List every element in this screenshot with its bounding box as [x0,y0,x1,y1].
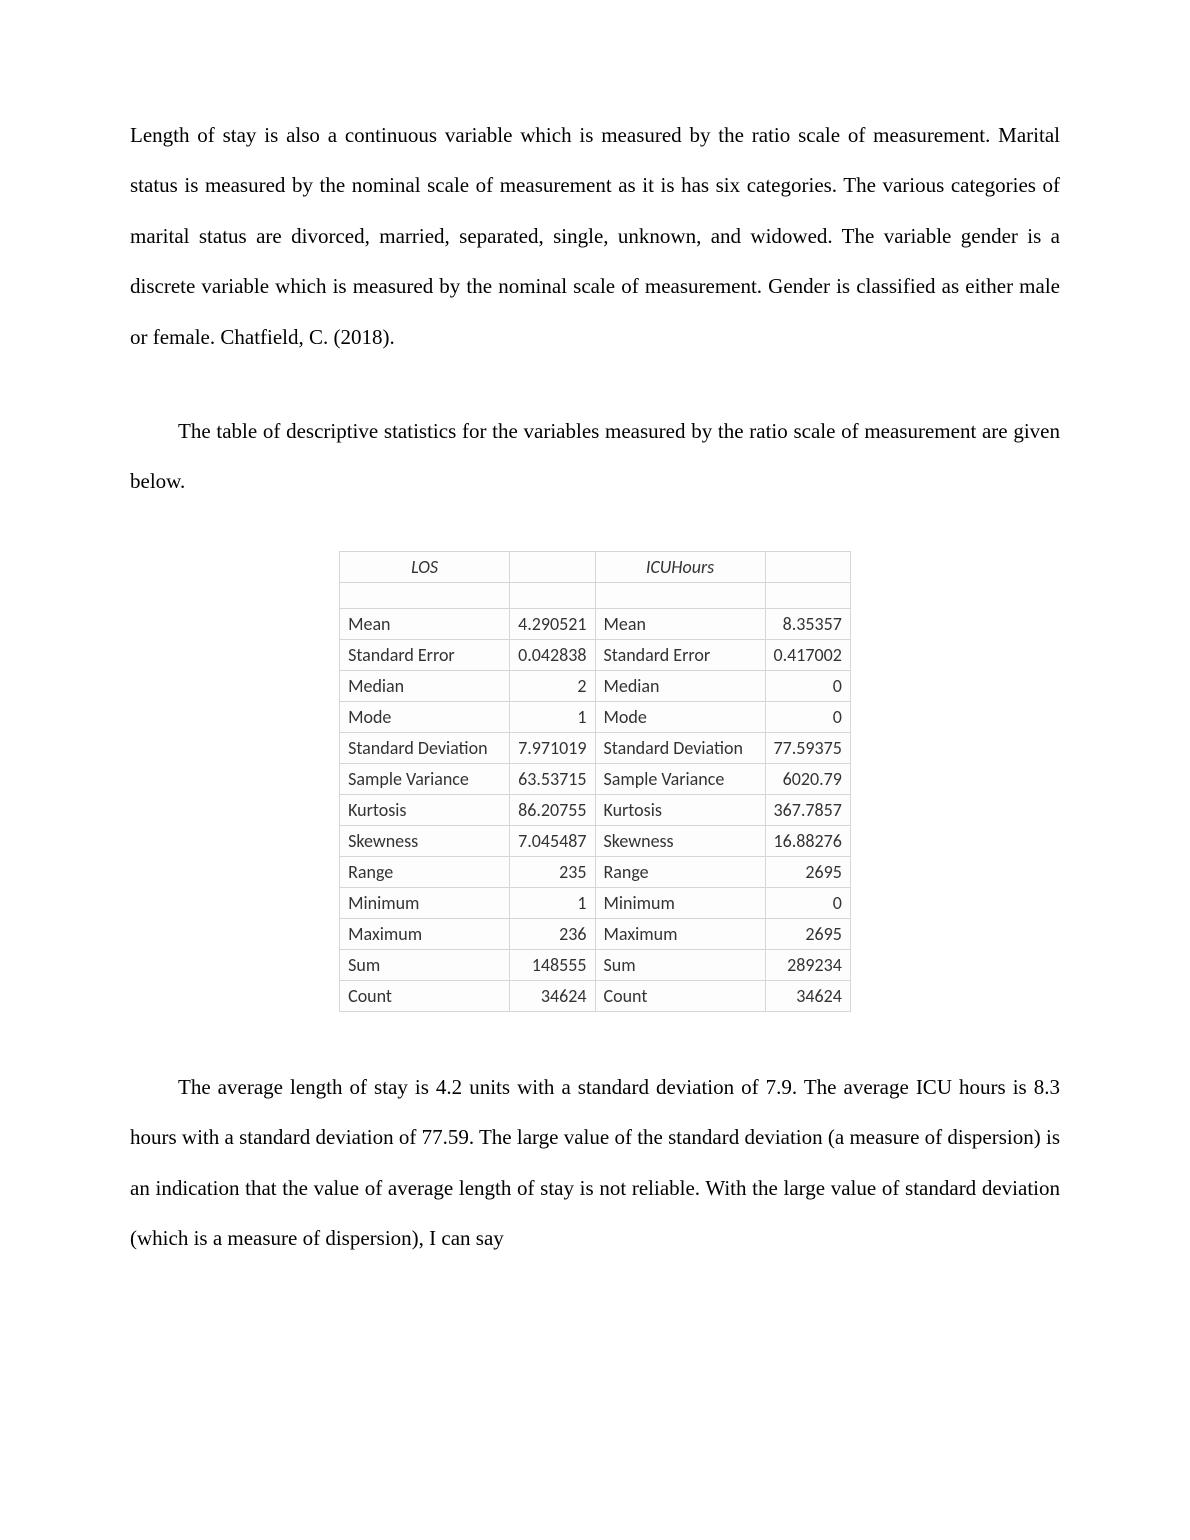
stat-value: 16.88276 [765,825,850,856]
stat-label: Mean [340,608,510,639]
table-row: Sample Variance 63.53715 Sample Variance… [340,763,851,794]
stat-label: Sum [595,949,765,980]
stat-label: Mean [595,608,765,639]
stat-value: 0 [765,701,850,732]
document-page: Length of stay is also a continuous vari… [0,0,1190,1540]
paragraph-2: The table of descriptive statistics for … [130,406,1060,507]
stat-label: Minimum [340,887,510,918]
table-row: Maximum 236 Maximum 2695 [340,918,851,949]
stat-label: Skewness [340,825,510,856]
stat-label: Sample Variance [340,763,510,794]
stat-value: 6020.79 [765,763,850,794]
stat-value: 63.53715 [510,763,595,794]
stat-value: 8.35357 [765,608,850,639]
stat-value: 2 [510,670,595,701]
stat-value: 34624 [510,980,595,1011]
table-row: Range 235 Range 2695 [340,856,851,887]
stat-label: Sample Variance [595,763,765,794]
stat-value: 236 [510,918,595,949]
table-header-row: LOS ICUHours [340,551,851,582]
stat-value: 7.971019 [510,732,595,763]
table-row: Mode 1 Mode 0 [340,701,851,732]
stat-value: 1 [510,701,595,732]
stat-value: 235 [510,856,595,887]
stat-value: 86.20755 [510,794,595,825]
stat-label: Minimum [595,887,765,918]
stat-value: 2695 [765,856,850,887]
table-row: Count 34624 Count 34624 [340,980,851,1011]
table-row: Median 2 Median 0 [340,670,851,701]
stat-label: Maximum [595,918,765,949]
stat-value: 0 [765,887,850,918]
table-row: Skewness 7.045487 Skewness 16.88276 [340,825,851,856]
paragraph-1: Length of stay is also a continuous vari… [130,110,1060,362]
stat-value: 0 [765,670,850,701]
stat-label: Median [595,670,765,701]
stat-label: Median [340,670,510,701]
table-row: Sum 148555 Sum 289234 [340,949,851,980]
stat-value: 1 [510,887,595,918]
stat-value: 34624 [765,980,850,1011]
stat-label: Standard Deviation [340,732,510,763]
stat-value: 289234 [765,949,850,980]
stat-label: Kurtosis [340,794,510,825]
stat-label: Standard Error [340,639,510,670]
stat-label: Mode [595,701,765,732]
stat-value: 0.417002 [765,639,850,670]
stat-label: Count [595,980,765,1011]
stat-label: Standard Deviation [595,732,765,763]
table-row: Kurtosis 86.20755 Kurtosis 367.7857 [340,794,851,825]
stat-label: Kurtosis [595,794,765,825]
stat-label: Count [340,980,510,1011]
stat-value: 4.290521 [510,608,595,639]
table-row: Standard Deviation 7.971019 Standard Dev… [340,732,851,763]
stats-table-wrap: LOS ICUHours Mean 4.290521 Mean 8.35357 … [130,551,1060,1012]
table-row: Standard Error 0.042838 Standard Error 0… [340,639,851,670]
col-header-icu: ICUHours [595,551,765,582]
descriptive-stats-table: LOS ICUHours Mean 4.290521 Mean 8.35357 … [339,551,851,1012]
stat-value: 77.59375 [765,732,850,763]
stat-value: 148555 [510,949,595,980]
stat-label: Standard Error [595,639,765,670]
stat-label: Mode [340,701,510,732]
stat-value: 2695 [765,918,850,949]
stat-label: Skewness [595,825,765,856]
table-row: Minimum 1 Minimum 0 [340,887,851,918]
stat-value: 7.045487 [510,825,595,856]
stat-value: 0.042838 [510,639,595,670]
table-row: Mean 4.290521 Mean 8.35357 [340,608,851,639]
table-spacer-row [340,582,851,608]
col-header-los-val [510,551,595,582]
col-header-los: LOS [340,551,510,582]
col-header-icu-val [765,551,850,582]
stat-value: 367.7857 [765,794,850,825]
table-body: Mean 4.290521 Mean 8.35357 Standard Erro… [340,582,851,1011]
stat-label: Sum [340,949,510,980]
paragraph-3: The average length of stay is 4.2 units … [130,1062,1060,1264]
stat-label: Range [595,856,765,887]
stat-label: Range [340,856,510,887]
stat-label: Maximum [340,918,510,949]
